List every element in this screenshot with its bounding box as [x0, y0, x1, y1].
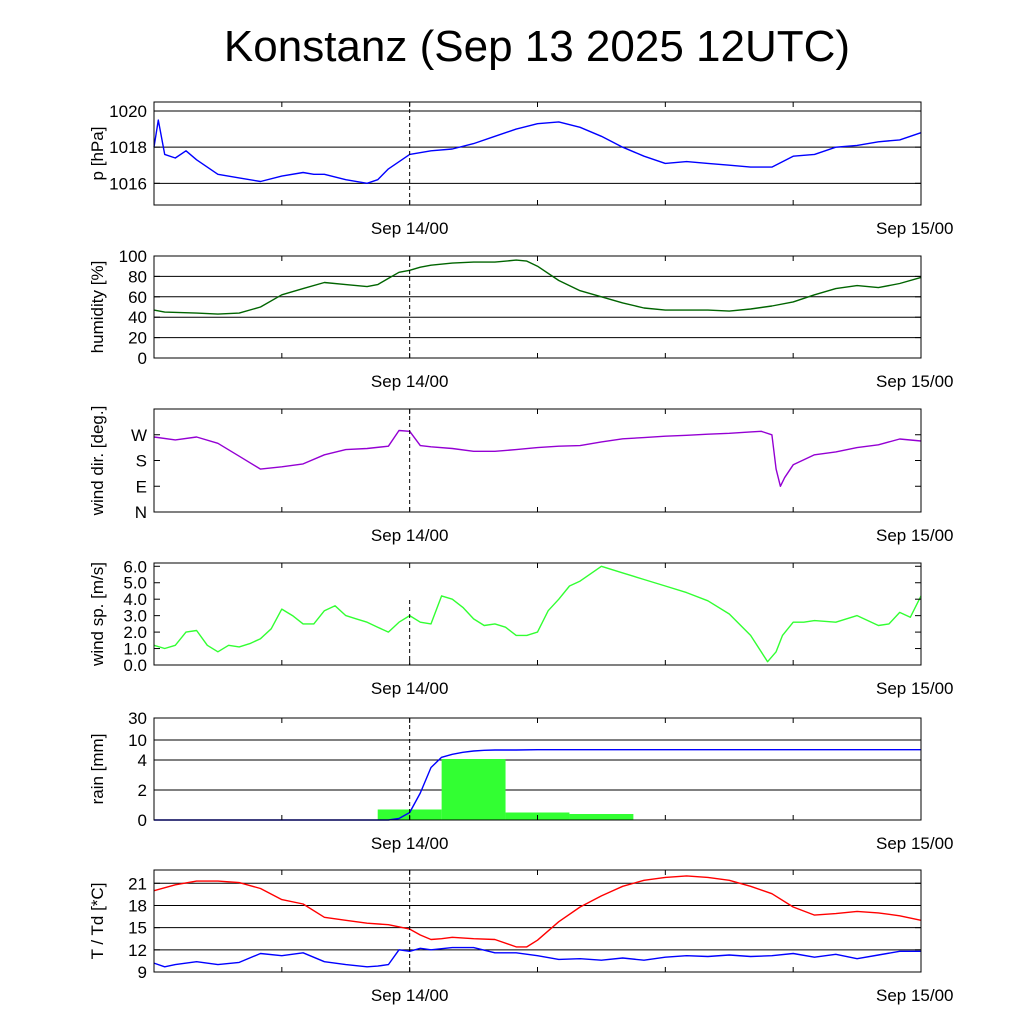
y-tick-label: W	[131, 426, 147, 445]
series-line-humidity	[153, 259, 922, 315]
x-tick-label: Sep 15/00	[876, 219, 954, 238]
x-tick-label: Sep 14/00	[371, 986, 449, 1005]
y-axis-label: wind dir. [deg.]	[88, 406, 107, 517]
x-tick-label: Sep 15/00	[876, 986, 954, 1005]
x-tick-label: Sep 15/00	[876, 679, 954, 698]
plot-frame	[153, 101, 922, 206]
y-tick-label: 20	[128, 329, 147, 348]
rain-bar	[377, 809, 442, 820]
y-tick-label: 9	[138, 963, 147, 982]
y-tick-label: 1020	[109, 102, 147, 121]
y-tick-label: 4.0	[123, 590, 147, 609]
y-tick-label: 60	[128, 288, 147, 307]
page-title: Konstanz (Sep 13 2025 12UTC)	[223, 22, 851, 71]
y-tick-label: 1.0	[123, 640, 147, 659]
y-tick-label: 12	[128, 941, 147, 960]
x-tick-label: Sep 14/00	[371, 679, 449, 698]
y-tick-label: 0	[138, 349, 147, 368]
y-tick-label: 4	[138, 751, 147, 770]
y-tick-label: 0	[138, 811, 147, 830]
y-axis-label: T / Td [*C]	[88, 883, 107, 960]
y-axis-label: wind sp. [m/s]	[88, 562, 107, 667]
y-tick-label: 30	[128, 709, 147, 728]
rain-bar	[569, 814, 634, 820]
x-tick-label: Sep 14/00	[371, 526, 449, 545]
y-axis-label: humidity [%]	[88, 261, 107, 354]
y-tick-label: 10	[128, 731, 147, 750]
y-tick-label: 1016	[109, 174, 147, 193]
y-tick-label: N	[135, 503, 147, 522]
series-line-dewpoint	[153, 946, 921, 968]
plot-frame	[153, 562, 922, 666]
series-line-rain-total	[154, 749, 921, 821]
y-axis-label: rain [mm]	[88, 734, 107, 805]
y-tick-label: S	[136, 452, 147, 471]
rain-bar	[441, 759, 506, 820]
y-tick-label: 80	[128, 267, 147, 286]
y-tick-label: 3.0	[123, 607, 147, 626]
y-tick-label: 6.0	[123, 557, 147, 576]
x-tick-label: Sep 14/00	[371, 219, 449, 238]
y-tick-label: 5.0	[123, 574, 147, 593]
plot-frame	[153, 717, 922, 821]
series-line-wind-dir	[153, 429, 922, 487]
x-tick-label: Sep 14/00	[371, 834, 449, 853]
x-tick-label: Sep 15/00	[876, 372, 954, 391]
y-tick-label: 100	[119, 247, 147, 266]
y-tick-label: 1018	[109, 138, 147, 157]
y-tick-label: E	[136, 477, 147, 496]
plot-frame	[153, 255, 922, 359]
plot-frame	[153, 408, 922, 513]
x-tick-label: Sep 15/00	[876, 526, 954, 545]
y-tick-label: 15	[128, 919, 147, 938]
plot-frame	[153, 869, 922, 973]
series-line-temperature	[153, 875, 922, 948]
y-tick-label: 2.0	[123, 623, 147, 642]
y-tick-label: 0.0	[123, 656, 147, 675]
x-tick-label: Sep 15/00	[876, 834, 954, 853]
y-tick-label: 21	[128, 874, 147, 893]
y-tick-label: 18	[128, 896, 147, 915]
y-tick-label: 40	[128, 308, 147, 327]
y-tick-label: 2	[138, 781, 147, 800]
series-line-wind-speed	[153, 565, 922, 663]
y-axis-label: p [hPa]	[88, 127, 107, 181]
x-tick-label: Sep 14/00	[371, 372, 449, 391]
series-line-pressure	[153, 119, 922, 185]
